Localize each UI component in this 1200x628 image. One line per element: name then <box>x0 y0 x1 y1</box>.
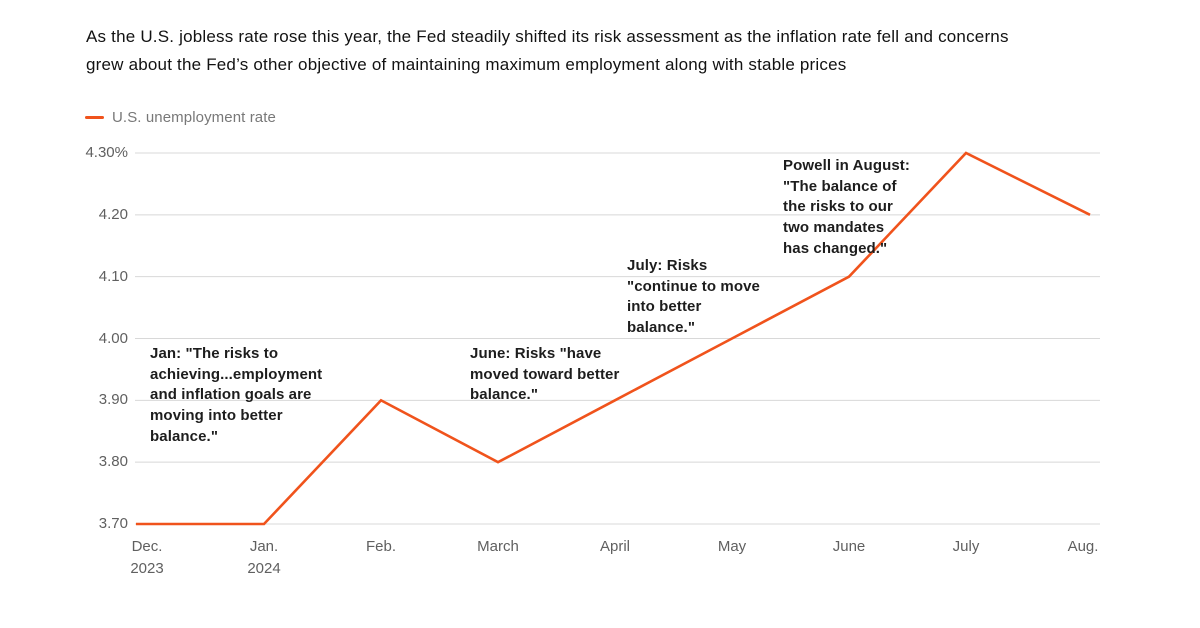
y-tick-label: 3.80 <box>98 453 128 471</box>
y-tick-label: 3.70 <box>98 515 128 532</box>
annotation-january-quote: Jan: "The risks to achieving...employmen… <box>150 345 323 445</box>
x-tick-label: Feb. <box>365 538 396 555</box>
annotation-powell-august-quote: Powell in August: "The balance of the ri… <box>783 157 910 257</box>
y-tick-label: 4.30% <box>85 144 128 161</box>
x-tick-label: Jan. 2024 <box>247 538 281 577</box>
legend-line-swatch <box>85 116 104 119</box>
x-axis-labels: Dec. 2023 Jan. 2024 Feb. March April May June J… <box>0 536 1200 596</box>
legend: U.S. unemployment rate <box>85 109 276 126</box>
x-tick-label: July <box>952 538 980 555</box>
legend-label: U.S. unemployment rate <box>112 109 276 126</box>
y-tick-label: 4.00 <box>98 329 128 347</box>
chart-headline: As the U.S. jobless rate rose this year,… <box>86 27 1009 74</box>
y-tick-label: 3.90 <box>98 391 128 409</box>
x-tick-label: April <box>599 538 630 555</box>
y-tick-label: 4.20 <box>98 205 128 223</box>
x-tick-label: May <box>717 538 747 555</box>
x-tick-label: June <box>832 538 866 555</box>
annotation-june-quote: June: Risks "have moved toward better ba… <box>470 345 620 404</box>
x-tick-label: Aug. <box>1067 538 1099 555</box>
x-tick-label: Dec. 2023 <box>130 538 164 577</box>
annotation-july-quote: July: Risks "continue to move into bette… <box>627 257 760 337</box>
x-tick-label: March <box>477 538 519 555</box>
unemployment-rate-line <box>136 151 1091 526</box>
y-tick-label: 4.10 <box>98 267 128 285</box>
